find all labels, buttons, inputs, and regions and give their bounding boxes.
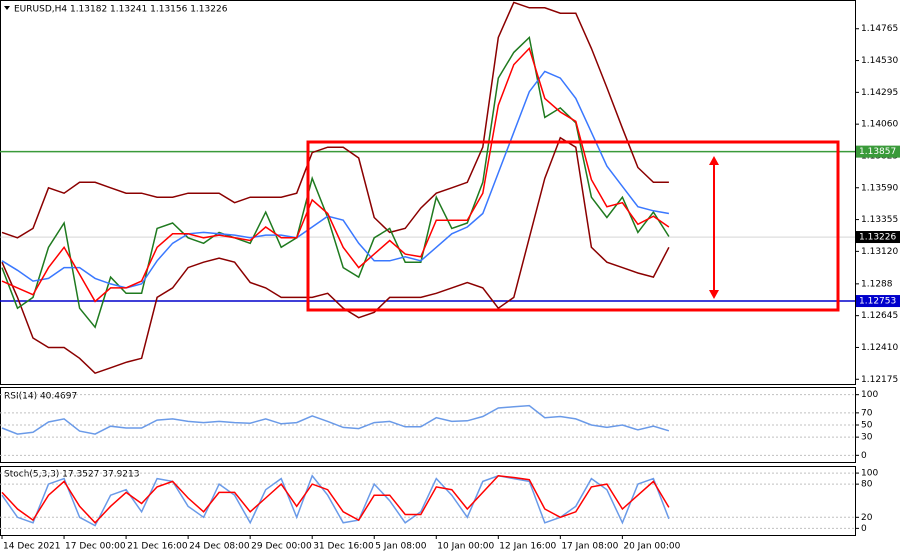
series-line: [1, 136, 670, 375]
y-tick-label: 1.14530: [861, 56, 898, 66]
series-line: [1, 474, 670, 527]
level-tag: [856, 295, 900, 308]
x-tick-label: 21 Dec 16:00: [127, 542, 188, 552]
y-tick-label: 20: [861, 513, 873, 523]
x-tick-label: 31 Dec 16:00: [313, 542, 374, 552]
y-tick-label: 1.14765: [861, 24, 898, 34]
y-tick-label: 0: [861, 451, 867, 461]
menu-triangle[interactable]: [4, 6, 10, 10]
y-tick-label: 70: [861, 408, 873, 418]
range-box: [306, 140, 840, 312]
y-tick-label: 100: [861, 469, 878, 479]
level-tag: [856, 145, 900, 158]
x-tick-label: 12 Jan 16:00: [499, 542, 556, 552]
main-panel: [0, 0, 856, 385]
x-tick-label: 5 Jan 08:00: [375, 542, 427, 552]
level-label: 1.12753: [859, 297, 896, 307]
y-tick-label: 1.13355: [861, 215, 898, 225]
rsi-title: RSI(14) 40.4697: [4, 392, 77, 402]
y-tick-label: 1.12410: [861, 343, 898, 353]
series-line: [1, 475, 670, 524]
y-tick-label: 100: [861, 390, 878, 400]
chart-title: EURUSD,H4 1.13182 1.13241 1.13156 1.1322…: [14, 5, 228, 15]
x-tick-label: 20 Jan 00:00: [623, 542, 680, 552]
y-tick-label: 1.14060: [861, 120, 898, 130]
y-tick-label: 1.12645: [861, 311, 898, 321]
x-tick-label: 17 Jan 08:00: [561, 542, 618, 552]
series-line: [1, 404, 670, 435]
level-label: 1.13857: [859, 147, 896, 157]
last-price-tag: [856, 231, 900, 244]
x-tick-label: 17 Dec 00:00: [65, 542, 126, 552]
stoch-title: Stoch(5,3,3) 17.3527 37.9213: [4, 470, 139, 480]
series-line: [1, 70, 670, 289]
stoch-panel: [0, 466, 856, 536]
y-tick-label: 1.12175: [861, 375, 898, 385]
last-price-label: 1.13226: [859, 233, 896, 243]
y-tick-label: 30: [861, 433, 873, 443]
x-tick-label: 29 Dec 00:00: [251, 542, 312, 552]
y-tick-label: 80: [861, 480, 873, 490]
y-tick-label: 1.13120: [861, 247, 898, 257]
y-tick-label: 50: [861, 421, 873, 431]
y-tick-label: 1.1288: [861, 279, 893, 289]
series-line: [1, 1, 669, 239]
y-tick-label: 1.13590: [861, 183, 898, 193]
y-tick-label: 0: [861, 524, 867, 534]
x-tick-label: 10 Jan 00:00: [437, 542, 494, 552]
y-tick-label: 1.14295: [861, 88, 898, 98]
x-tick-label: 24 Dec 08:00: [189, 542, 250, 552]
series-line: [1, 46, 670, 303]
x-tick-label: 14 Dec 2021: [3, 542, 61, 552]
